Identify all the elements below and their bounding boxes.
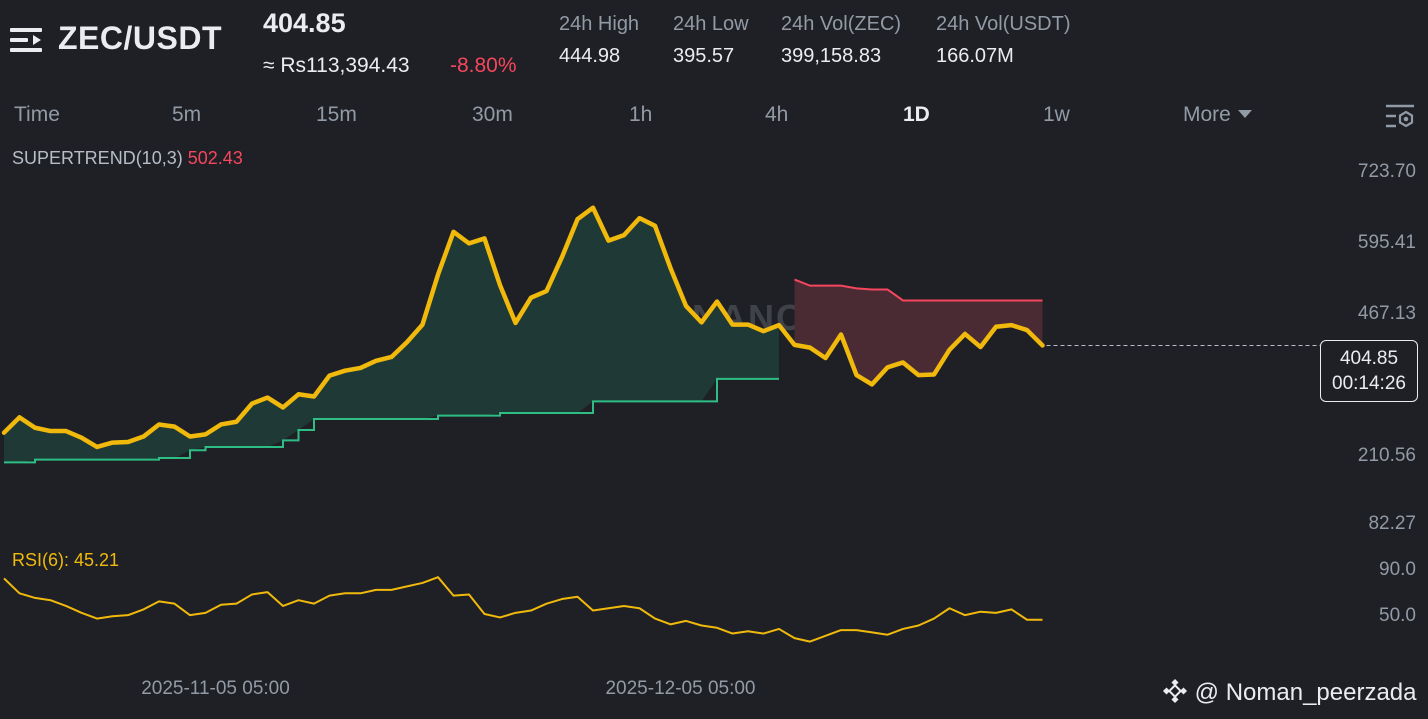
stat-label: 24h Vol(ZEC) (781, 13, 902, 35)
timeframe-tabs: Time 5m 15m 30m 1h 4h 1D 1w More (0, 100, 1428, 134)
current-price-tag: 404.85 00:14:26 (1320, 340, 1418, 402)
price-axis-label: 467.13 (1358, 303, 1416, 324)
time-axis-label: 2025-11-05 05:00 (141, 678, 290, 699)
supertrend-down-line (794, 278, 1043, 302)
supertrend-indicator-label: SUPERTREND(10,3) 502.43 (12, 148, 243, 169)
fiat-price: ≈ Rs113,394.43 (263, 54, 410, 77)
rsi-indicator-label: RSI(6): 45.21 (12, 550, 120, 570)
price-axis-label: 210.56 (1358, 445, 1416, 466)
price-chart[interactable]: BINANCE 723.70595.41467.13210.5682.2790.… (0, 140, 1428, 719)
price-axis-label: 723.70 (1358, 161, 1416, 182)
rsi-line (3, 576, 1043, 643)
stat-value: 444.98 (559, 45, 621, 67)
tab-30m[interactable]: 30m (472, 103, 513, 126)
tab-1w[interactable]: 1w (1043, 103, 1070, 126)
author-handle: @ Noman_peerzada (1194, 679, 1417, 706)
stat-label: 24h High (559, 13, 640, 35)
caret-down-icon (1237, 110, 1252, 118)
tab-1h[interactable]: 1h (629, 103, 653, 126)
supertrend-value: 502.43 (187, 148, 243, 168)
binance-diamond-icon (1162, 678, 1188, 704)
stat-24h-low: 24h Low 395.57 (673, 13, 749, 68)
tab-time[interactable]: Time (14, 103, 60, 126)
more-timeframes-button[interactable]: More (1183, 103, 1252, 127)
stat-24h-vol-quote: 24h Vol(USDT) 166.07M (936, 13, 1071, 68)
chart-settings-icon[interactable] (1384, 102, 1416, 130)
more-label: More (1183, 103, 1231, 126)
close-price-line (1, 205, 1045, 450)
price-axis-label: 82.27 (1368, 513, 1416, 534)
time-axis-label: 2025-12-05 05:00 (605, 678, 755, 699)
stat-24h-high: 24h High 444.98 (559, 13, 639, 68)
current-price: 404.85 (1339, 348, 1399, 369)
price-change-percent: -8.80% (450, 54, 517, 77)
rsi-axis-label: 50.0 (1379, 605, 1416, 626)
tab-1d[interactable]: 1D (903, 103, 930, 126)
tab-15m[interactable]: 15m (316, 103, 357, 126)
ticker-header: ZEC/USDT 404.85 ≈ Rs113,394.43 -8.80% 24… (0, 0, 1428, 90)
stat-value: 395.57 (673, 45, 735, 67)
stat-label: 24h Low (673, 13, 749, 35)
candle-countdown: 00:14:26 (1332, 373, 1406, 394)
supertrend-up-line (4, 377, 779, 464)
tab-4h[interactable]: 4h (765, 103, 789, 126)
stat-24h-vol-base: 24h Vol(ZEC) 399,158.83 (781, 13, 901, 68)
supertrend-up-fill (4, 207, 779, 463)
stat-label: 24h Vol(USDT) (936, 13, 1071, 35)
last-price: 404.85 (263, 8, 346, 38)
author-watermark: @ Noman_peerzada (1162, 678, 1417, 707)
tab-5m[interactable]: 5m (172, 103, 202, 126)
stat-value: 399,158.83 (781, 45, 882, 67)
trading-pair-title[interactable]: ZEC/USDT (58, 20, 222, 56)
supertrend-down-fill (794, 279, 1043, 385)
stat-value: 166.07M (936, 45, 1014, 67)
rsi-axis-label: 90.0 (1379, 559, 1416, 580)
supertrend-name: SUPERTREND(10,3) (12, 148, 183, 168)
hamburger-menu-icon[interactable] (10, 26, 42, 54)
price-axis-label: 595.41 (1358, 232, 1416, 253)
